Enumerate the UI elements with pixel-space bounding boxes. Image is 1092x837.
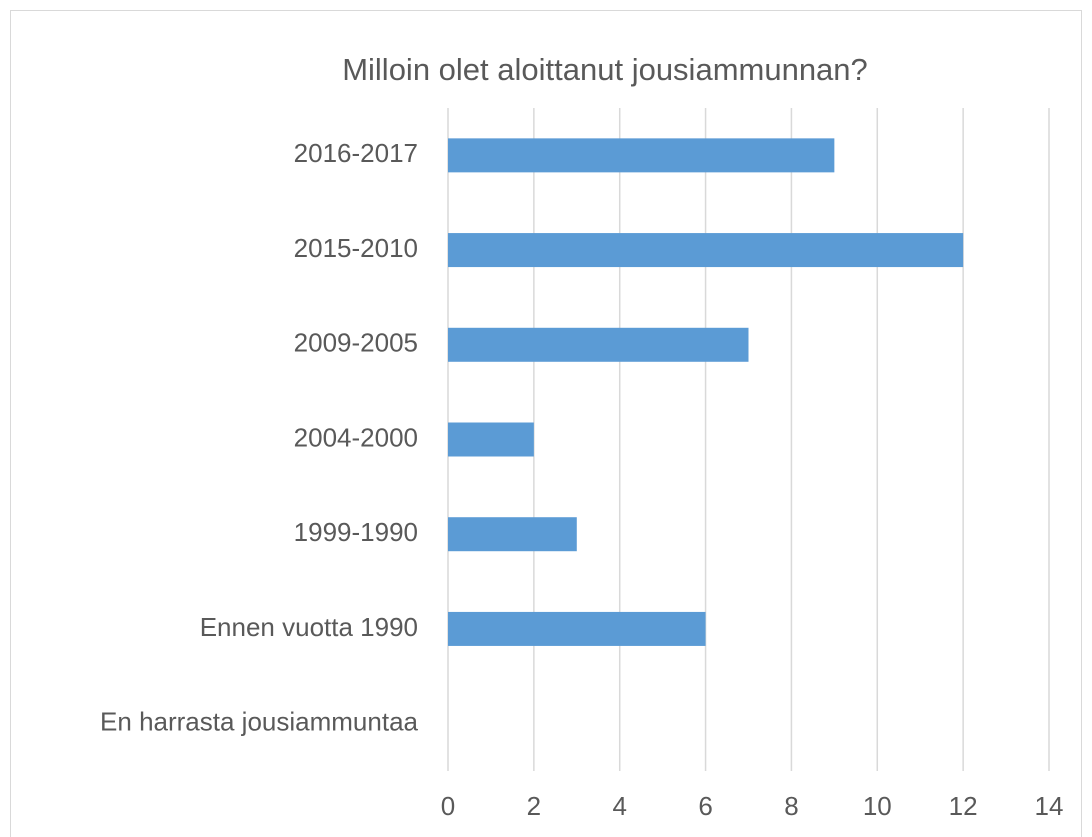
bar — [448, 611, 706, 646]
y-tick-label: 1999-1990 — [294, 517, 418, 547]
bar — [448, 517, 577, 552]
x-tick-label: 14 — [1035, 791, 1064, 821]
y-tick-label: En harrasta jousiammuntaa — [100, 707, 418, 737]
y-tick-label: 2004-2000 — [294, 422, 418, 452]
bar — [448, 138, 835, 173]
x-tick-label: 8 — [784, 791, 798, 821]
bar — [448, 422, 534, 457]
x-tick-label: 4 — [612, 791, 626, 821]
x-tick-label: 0 — [441, 791, 455, 821]
bar — [448, 327, 749, 362]
y-tick-label: 2015-2010 — [294, 233, 418, 263]
x-tick-label: 6 — [698, 791, 712, 821]
chart-title: Milloin olet aloittanut jousiammunnan? — [342, 52, 868, 87]
chart-border — [10, 10, 1082, 837]
y-tick-label: 2009-2005 — [294, 328, 418, 358]
x-tick-label: 10 — [863, 791, 892, 821]
bar — [448, 233, 964, 268]
y-tick-label: 2016-2017 — [294, 138, 418, 168]
x-tick-label: 2 — [527, 791, 541, 821]
x-tick-label: 12 — [949, 791, 978, 821]
y-tick-label: Ennen vuotta 1990 — [200, 612, 418, 642]
